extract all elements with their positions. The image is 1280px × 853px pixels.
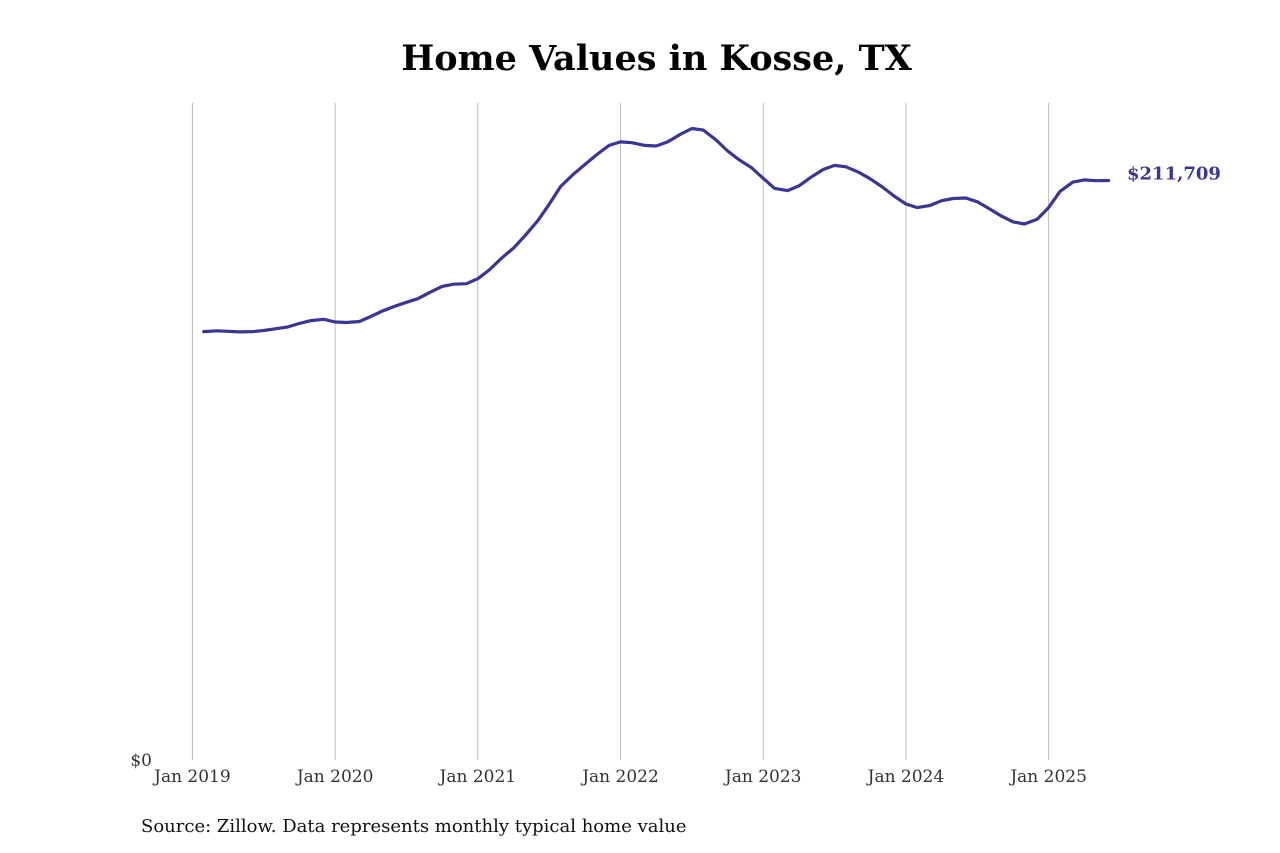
x-tick-label-6: Jan 2025 xyxy=(1008,767,1087,787)
x-tick-label-1: Jan 2020 xyxy=(295,767,374,787)
series-line xyxy=(202,126,1111,334)
end-value-label: $211,709 xyxy=(1127,163,1221,184)
chart-title: Home Values in Kosse, TX xyxy=(401,38,912,79)
x-tick-label-3: Jan 2022 xyxy=(580,767,659,787)
y-tick-label-0: $0 xyxy=(130,751,152,771)
x-tick-label-5: Jan 2024 xyxy=(866,767,945,787)
source-note: Source: Zillow. Data represents monthly … xyxy=(141,816,687,837)
x-tick-label-0: Jan 2019 xyxy=(152,767,231,787)
x-tick-label-2: Jan 2021 xyxy=(438,767,517,787)
x-tick-label-4: Jan 2023 xyxy=(723,767,802,787)
